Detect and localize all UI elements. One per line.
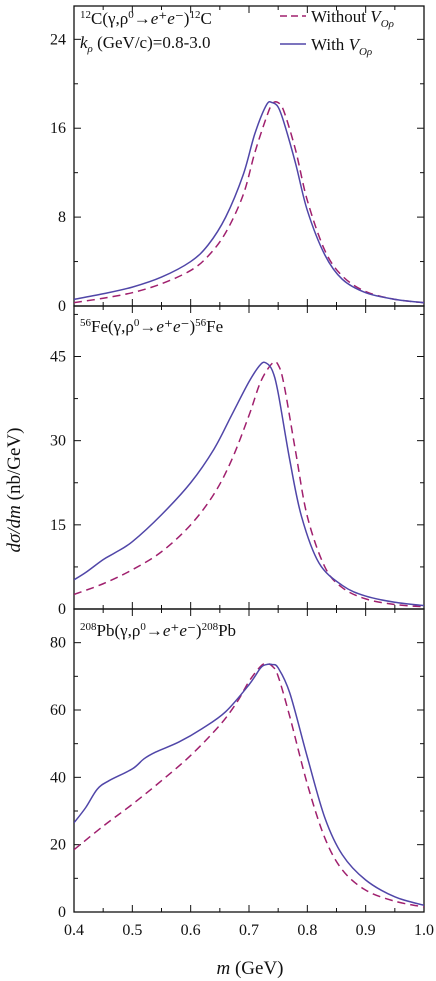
ann-pb208-main: Pb(γ,ρ (97, 621, 141, 640)
ann-pb208-arrow: → (146, 621, 163, 640)
ann-fe56-suffix-iso: 56 (195, 317, 207, 329)
y-tick-label: 80 (50, 635, 66, 652)
y-tick-label: 0 (58, 601, 66, 618)
ann-fe56-paren: ) (189, 317, 195, 336)
ann-c12-suffix: C (200, 9, 211, 28)
panel-frame (73, 608, 425, 913)
legend: Without VOρ With VOρ (280, 7, 394, 58)
y-tick-label: 8 (58, 209, 66, 226)
legend-without-v-sub: Oρ (381, 18, 394, 30)
panel-208Pb: 0 20 40 60 80 0.4 0.5 0.6 0.7 0.8 0.9 1.0 (50, 608, 434, 939)
panel-56Fe: 0 15 30 45 (50, 305, 425, 618)
y-tick-label: 20 (50, 837, 66, 854)
series-line-with-208Pb (74, 663, 424, 906)
y-tick-label: 60 (50, 702, 66, 719)
x-tick-label: 0.8 (297, 922, 317, 939)
ann-pb208-iso: 208 (80, 621, 97, 633)
x-tick-label: 0.9 (356, 922, 376, 939)
x-tick-label: 0.4 (64, 922, 84, 939)
y-tick-label: 45 (50, 349, 66, 366)
ann-krho-text: (GeV/c)=0.8-3.0 (93, 33, 211, 52)
legend-with-v-sub: Oρ (359, 46, 372, 58)
series-line-without-56Fe (74, 360, 424, 608)
ann-c12-paren: ) (184, 9, 190, 28)
ann-fe56-products: e⁺e⁻ (156, 317, 189, 336)
legend-with-text: With (311, 35, 349, 54)
y-axis-title: dσ/dm (nb/GeV) (4, 428, 25, 553)
ann-c12-arrow: → (134, 9, 151, 28)
ann-c12-products: e⁺e⁻ (151, 9, 184, 28)
series-line-without-12C (74, 101, 424, 304)
ann-krho-k: k (80, 33, 88, 52)
x-axis-title: m (GeV) (216, 958, 283, 979)
ann-krho-sub: ρ (87, 43, 93, 55)
x-tick-label: 0.7 (239, 922, 259, 939)
ann-pb208-suffix-iso: 208 (202, 621, 219, 633)
series-line-with-12C (74, 100, 424, 304)
annotation-fe56: 56Fe(γ,ρ0→e⁺e⁻)56Fe (80, 317, 223, 336)
ann-fe56-suffix: Fe (206, 317, 223, 336)
legend-with-v: V (349, 35, 362, 54)
ann-pb208-paren: ) (196, 621, 202, 640)
ann-c12-rho-sup: 0 (128, 9, 134, 21)
legend-without-text: Without (311, 7, 370, 26)
annotation-krho: kρ (GeV/c)=0.8-3.0 (80, 33, 211, 55)
y-tick-label: 40 (50, 769, 66, 786)
x-tick-label: 1.0 (414, 922, 434, 939)
ann-pb208-products: e⁺e⁻ (163, 621, 196, 640)
y-tick-label: 15 (50, 517, 66, 534)
x-tick-label: 0.5 (122, 922, 142, 939)
x-tick-label: 0.6 (181, 922, 201, 939)
ann-fe56-arrow: → (139, 317, 156, 336)
ann-c12-suffix-iso: 12 (189, 9, 200, 21)
y-axis-var: dσ/dm (4, 505, 25, 552)
y-tick-label: 24 (50, 31, 66, 48)
annotation-pb208: 208Pb(γ,ρ0→e⁺e⁻)208Pb (80, 621, 236, 640)
y-tick-label: 16 (50, 120, 66, 137)
ann-fe56-rho-sup: 0 (134, 317, 140, 329)
ann-c12-iso: 12 (80, 9, 91, 21)
legend-without-label: Without VOρ (311, 7, 394, 30)
panel-frame (73, 305, 425, 610)
y-tick-label: 0 (58, 904, 66, 921)
legend-with-label: With VOρ (311, 35, 372, 58)
legend-without-v: V (370, 7, 383, 26)
ann-fe56-iso: 56 (80, 317, 92, 329)
x-axis-unit: (GeV) (230, 958, 283, 979)
series-line-with-56Fe (74, 361, 424, 607)
ann-c12-main: C(γ,ρ (91, 9, 128, 28)
x-axis-var: m (216, 958, 230, 979)
y-tick-label: 30 (50, 433, 66, 450)
ann-pb208-suffix: Pb (218, 621, 236, 640)
y-axis-unit: (nb/GeV) (4, 428, 25, 506)
y-tick-label: 0 (58, 298, 66, 315)
annotation-c12: 12C(γ,ρ0→e⁺e⁻)12C (80, 9, 212, 28)
ann-fe56-main: Fe(γ,ρ (91, 317, 134, 336)
series-line-without-208Pb (74, 662, 424, 908)
ann-pb208-rho-sup: 0 (140, 621, 146, 633)
